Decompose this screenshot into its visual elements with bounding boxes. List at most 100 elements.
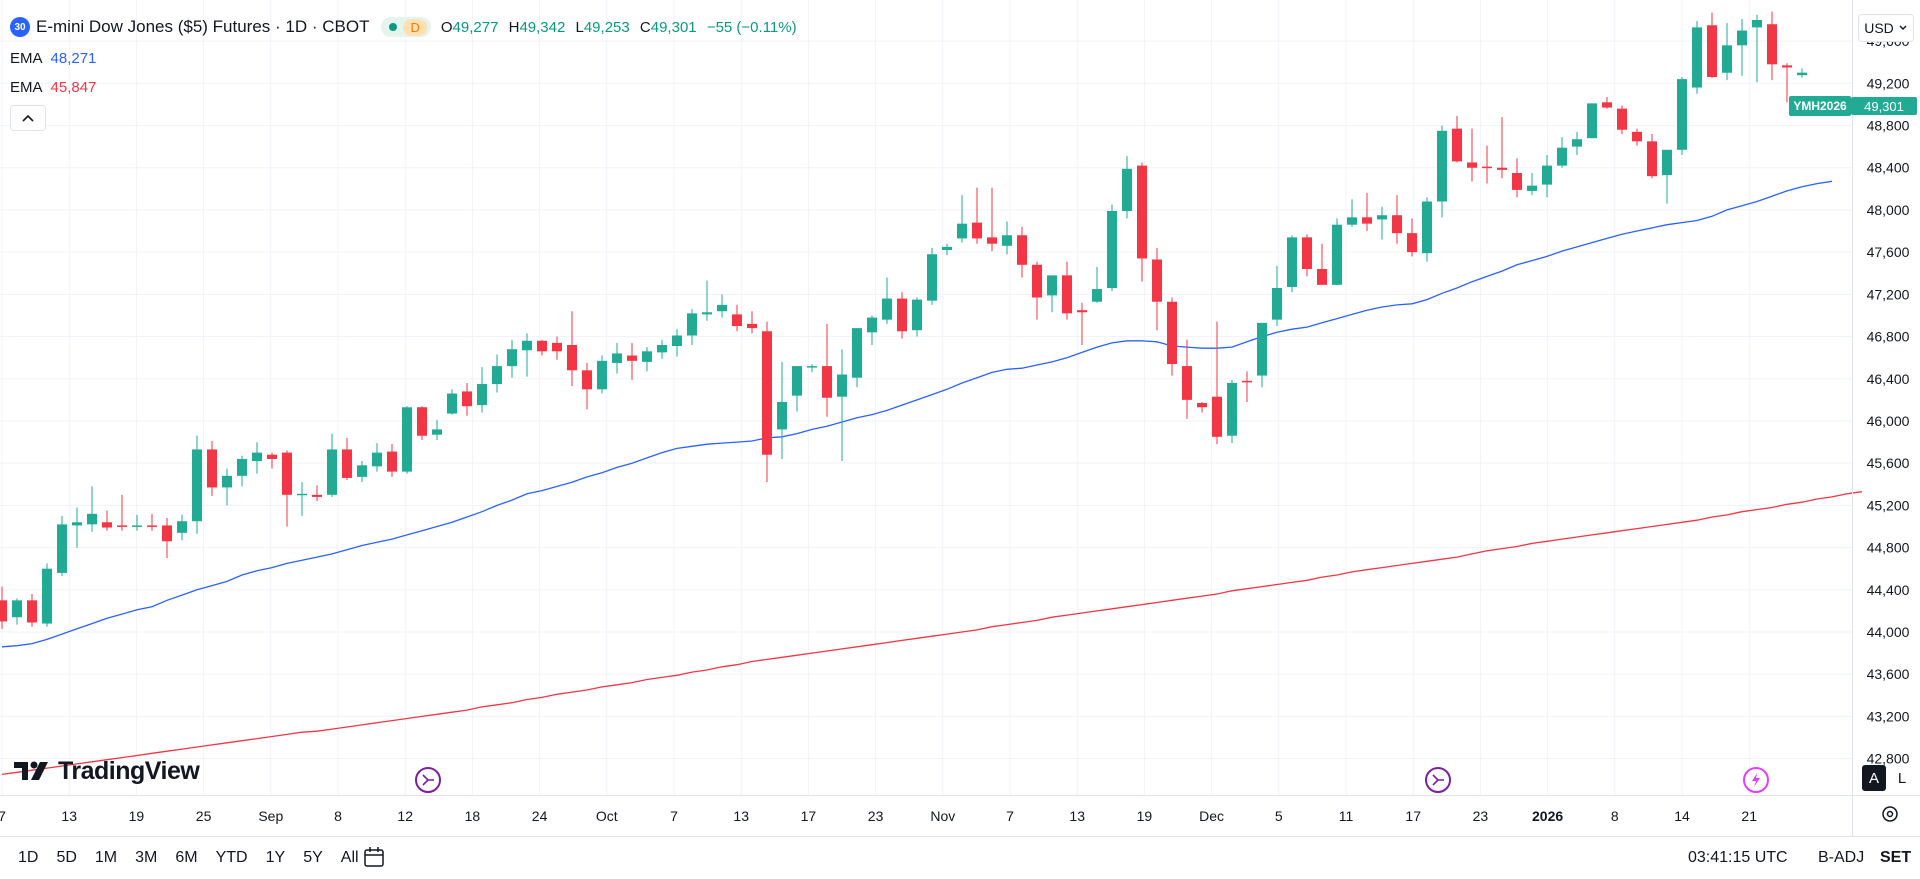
- candle[interactable]: [57, 515, 67, 577]
- tradingview-logo[interactable]: TradingView: [14, 756, 200, 786]
- candle[interactable]: [657, 339, 667, 359]
- candle[interactable]: [987, 187, 997, 252]
- candle[interactable]: [522, 333, 532, 377]
- candle[interactable]: [792, 366, 802, 412]
- candle[interactable]: [1077, 302, 1087, 345]
- candle[interactable]: [1602, 97, 1612, 109]
- goto-date-calendar-icon[interactable]: [362, 845, 386, 869]
- candle[interactable]: [1152, 247, 1162, 331]
- candle[interactable]: [1407, 218, 1417, 257]
- candle[interactable]: [732, 304, 742, 332]
- candle[interactable]: [12, 598, 22, 625]
- candle[interactable]: [612, 342, 622, 374]
- candle[interactable]: [1557, 137, 1567, 168]
- candle[interactable]: [867, 315, 877, 345]
- candle[interactable]: [717, 294, 727, 318]
- candle[interactable]: [1737, 18, 1747, 76]
- range-button-1d[interactable]: 1D: [18, 848, 39, 866]
- candle[interactable]: [537, 339, 547, 356]
- settings-gear-icon[interactable]: [1880, 804, 1900, 824]
- ema-slow-legend[interactable]: EMA 45,847: [10, 76, 96, 98]
- range-button-5y[interactable]: 5Y: [303, 848, 323, 866]
- candle[interactable]: [1647, 133, 1657, 179]
- candle[interactable]: [1722, 23, 1732, 81]
- candle[interactable]: [957, 195, 967, 243]
- candle[interactable]: [387, 444, 397, 477]
- candle[interactable]: [747, 311, 757, 334]
- collapse-indicators-button[interactable]: [10, 105, 46, 131]
- candle[interactable]: [357, 461, 367, 483]
- candle[interactable]: [1062, 261, 1072, 320]
- market-status-pill[interactable]: D: [381, 17, 431, 37]
- candle[interactable]: [972, 187, 982, 244]
- candle[interactable]: [282, 450, 292, 527]
- candle[interactable]: [462, 382, 472, 416]
- candle[interactable]: [1362, 193, 1372, 232]
- utc-clock[interactable]: 03:41:15 UTC: [1688, 848, 1788, 866]
- candle[interactable]: [1467, 128, 1477, 182]
- candle[interactable]: [1347, 199, 1357, 227]
- ema-slow-path[interactable]: [1, 491, 1863, 776]
- candle[interactable]: [312, 485, 322, 502]
- candle[interactable]: [492, 354, 502, 393]
- candle[interactable]: [0, 586, 7, 629]
- candle[interactable]: [207, 441, 217, 496]
- range-button-all[interactable]: All: [340, 848, 359, 866]
- candle[interactable]: [192, 435, 202, 534]
- candle[interactable]: [102, 510, 112, 531]
- symbol-title[interactable]: E-mini Dow Jones ($5) Futures · 1D · CBO…: [36, 17, 370, 36]
- candle[interactable]: [87, 486, 97, 532]
- set-button[interactable]: SET: [1880, 848, 1912, 866]
- candle[interactable]: [327, 433, 337, 497]
- symbol-badge[interactable]: 30: [10, 17, 30, 37]
- candle[interactable]: [1497, 117, 1507, 179]
- range-button-6m[interactable]: 6M: [175, 848, 198, 866]
- candle[interactable]: [447, 389, 457, 415]
- candle[interactable]: [1632, 128, 1642, 146]
- candle[interactable]: [1542, 155, 1552, 198]
- candle[interactable]: [1482, 145, 1492, 184]
- range-button-5d[interactable]: 5D: [56, 848, 77, 866]
- candle[interactable]: [1197, 401, 1207, 413]
- candle[interactable]: [1122, 156, 1132, 219]
- candle[interactable]: [1242, 371, 1252, 402]
- candle[interactable]: [267, 452, 277, 469]
- candle[interactable]: [777, 361, 787, 459]
- candle[interactable]: [372, 443, 382, 472]
- candle[interactable]: [1302, 234, 1312, 277]
- candle[interactable]: [942, 243, 952, 256]
- candle[interactable]: [1617, 105, 1627, 134]
- candle[interactable]: [1437, 125, 1447, 218]
- candle[interactable]: [1767, 11, 1777, 81]
- candle[interactable]: [1422, 197, 1432, 262]
- candle[interactable]: [297, 482, 307, 516]
- candle[interactable]: [1032, 261, 1042, 320]
- candle[interactable]: [1752, 14, 1762, 83]
- candle[interactable]: [672, 329, 682, 357]
- candle[interactable]: [237, 455, 247, 487]
- candle[interactable]: [1392, 195, 1402, 244]
- candle[interactable]: [897, 292, 907, 339]
- candle[interactable]: [852, 328, 862, 388]
- candle[interactable]: [1317, 243, 1327, 285]
- rollover-event-icon[interactable]: [1425, 767, 1451, 793]
- candle[interactable]: [1137, 162, 1147, 282]
- candle[interactable]: [597, 355, 607, 394]
- candle[interactable]: [1452, 116, 1462, 163]
- b-adj-button[interactable]: B-ADJ: [1818, 848, 1865, 866]
- candle[interactable]: [1692, 21, 1702, 94]
- candle[interactable]: [642, 347, 652, 372]
- candle[interactable]: [837, 349, 847, 462]
- candle[interactable]: [627, 342, 637, 380]
- candle[interactable]: [912, 297, 922, 337]
- candle[interactable]: [507, 339, 517, 378]
- candle[interactable]: [27, 594, 37, 627]
- candle[interactable]: [42, 563, 52, 627]
- candle[interactable]: [1092, 266, 1102, 303]
- range-button-ytd[interactable]: YTD: [215, 848, 248, 866]
- candle[interactable]: [1527, 173, 1537, 196]
- candle[interactable]: [177, 514, 187, 541]
- candle[interactable]: [882, 277, 892, 324]
- ema-fast-legend[interactable]: EMA 48,271: [10, 47, 96, 69]
